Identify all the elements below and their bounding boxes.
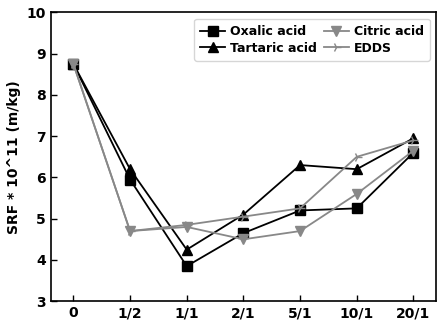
EDDS bbox=[297, 206, 303, 210]
Tartaric acid bbox=[71, 62, 76, 66]
Citric acid bbox=[71, 62, 76, 66]
Oxalic acid bbox=[354, 206, 359, 210]
Citric acid bbox=[297, 229, 303, 233]
Line: Oxalic acid: Oxalic acid bbox=[69, 59, 418, 271]
Tartaric acid bbox=[241, 213, 246, 216]
Legend: Oxalic acid, Tartaric acid, Citric acid, EDDS: Oxalic acid, Tartaric acid, Citric acid,… bbox=[194, 19, 430, 61]
EDDS bbox=[354, 155, 359, 159]
EDDS bbox=[128, 229, 133, 233]
EDDS bbox=[241, 215, 246, 218]
Oxalic acid bbox=[128, 178, 133, 181]
Tartaric acid bbox=[411, 136, 416, 140]
Oxalic acid bbox=[71, 62, 76, 66]
EDDS bbox=[71, 62, 76, 66]
Oxalic acid bbox=[411, 151, 416, 155]
Citric acid bbox=[128, 229, 133, 233]
EDDS bbox=[411, 138, 416, 142]
Line: EDDS: EDDS bbox=[69, 59, 418, 236]
Oxalic acid bbox=[241, 231, 246, 235]
Citric acid bbox=[184, 225, 190, 229]
EDDS bbox=[184, 223, 190, 227]
Tartaric acid bbox=[184, 248, 190, 251]
Tartaric acid bbox=[128, 167, 133, 171]
Line: Citric acid: Citric acid bbox=[69, 59, 418, 244]
Y-axis label: SRF * 10^11 (m/kg): SRF * 10^11 (m/kg) bbox=[7, 80, 21, 234]
Tartaric acid bbox=[354, 167, 359, 171]
Oxalic acid bbox=[297, 209, 303, 213]
Citric acid bbox=[241, 237, 246, 241]
Oxalic acid bbox=[184, 264, 190, 268]
Citric acid bbox=[354, 192, 359, 196]
Line: Tartaric acid: Tartaric acid bbox=[69, 59, 418, 254]
Tartaric acid bbox=[297, 163, 303, 167]
Citric acid bbox=[411, 149, 416, 153]
